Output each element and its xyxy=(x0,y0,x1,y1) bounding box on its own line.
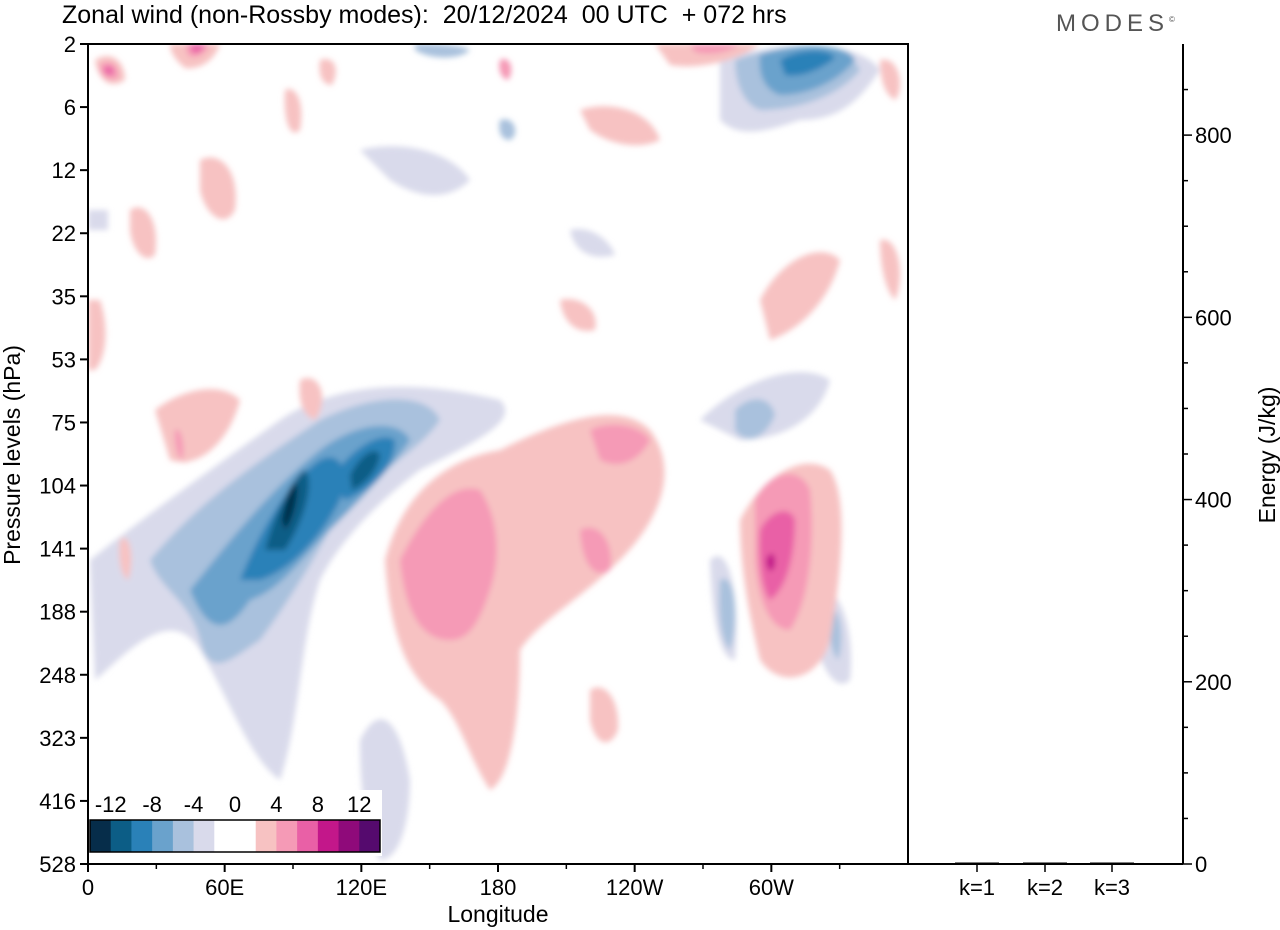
energy-bar xyxy=(1090,862,1134,864)
colorbar-label: -12 xyxy=(95,792,127,817)
energy-categories: k=1 k=2 k=3 xyxy=(959,864,1130,900)
colorbar-swatch xyxy=(131,820,153,852)
energy-tick-label: 200 xyxy=(1195,670,1232,695)
y-tick-label: 35 xyxy=(52,284,76,309)
colorbar-swatch xyxy=(276,820,298,852)
colorbar-swatch xyxy=(214,820,236,852)
colorbar: -12 -8 -4 0 4 8 12 xyxy=(88,790,382,856)
y-tick-label: 2 xyxy=(64,32,76,57)
colorbar-label: 4 xyxy=(270,792,282,817)
y-tick-label: 6 xyxy=(64,95,76,120)
x-axis-ticks: 0 60E 120E 180 120W 60W xyxy=(82,864,841,900)
energy-tick-label: 400 xyxy=(1195,488,1232,513)
colorbar-swatch xyxy=(152,820,174,852)
colorbar-label: 12 xyxy=(347,792,371,817)
colorbar-swatch xyxy=(193,820,215,852)
y-tick-label: 75 xyxy=(52,410,76,435)
y-tick-label: 22 xyxy=(52,221,76,246)
y-tick-label: 141 xyxy=(39,537,76,562)
y-tick-label: 188 xyxy=(39,600,76,625)
colorbar-swatch xyxy=(338,820,360,852)
y-tick-label: 53 xyxy=(52,347,76,372)
colorbar-label: 0 xyxy=(229,792,241,817)
y-tick-label: 323 xyxy=(39,726,76,751)
energy-bars xyxy=(955,862,1134,864)
colorbar-swatch xyxy=(297,820,319,852)
colorbar-swatch xyxy=(255,820,277,852)
energy-bar xyxy=(955,862,999,864)
colorbar-label: -8 xyxy=(142,792,162,817)
modes-logo: MODES© xyxy=(1056,10,1175,38)
energy-tick-label: 600 xyxy=(1195,305,1232,330)
y-tick-label: 248 xyxy=(39,663,76,688)
y-axis-label: Pressure levels (hPa) xyxy=(0,345,25,565)
energy-category-label: k=3 xyxy=(1094,875,1130,900)
x-tick-label: 0 xyxy=(82,875,94,900)
colorbar-label: 8 xyxy=(312,792,324,817)
x-tick-label: 180 xyxy=(480,875,517,900)
y-tick-label: 104 xyxy=(39,474,76,499)
energy-bar xyxy=(1023,862,1067,864)
x-tick-label: 60W xyxy=(749,875,794,900)
energy-category-label: k=2 xyxy=(1027,875,1063,900)
x-tick-label: 120E xyxy=(336,875,387,900)
energy-axis-ticks: 0 200 400 600 800 xyxy=(1183,88,1232,877)
energy-tick-label: 800 xyxy=(1195,123,1232,148)
logo-mark: © xyxy=(1169,15,1175,24)
logo-text: MODES xyxy=(1056,10,1170,37)
chart-title: Zonal wind (non-Rossby modes): 20/12/202… xyxy=(62,1,787,29)
x-tick-label: 120W xyxy=(606,875,664,900)
energy-tick-label: 0 xyxy=(1195,852,1207,877)
colorbar-swatch xyxy=(90,820,112,852)
y-axis-ticks: 2 6 12 22 35 53 75 104 141 188 248 323 416 528 xyxy=(39,32,88,877)
colorbar-frame xyxy=(89,819,381,853)
energy-axis-label: Energy (J/kg) xyxy=(1254,387,1280,524)
colorbar-swatch xyxy=(317,820,340,852)
x-tick-label: 60E xyxy=(205,875,244,900)
heatmap-field xyxy=(88,44,908,864)
y-tick-label: 528 xyxy=(39,852,76,877)
colorbar-swatch xyxy=(235,820,257,852)
colorbar-swatch xyxy=(110,820,132,852)
colorbar-swatch xyxy=(359,820,381,852)
x-axis-label: Longitude xyxy=(447,901,548,927)
y-tick-label: 12 xyxy=(52,158,76,183)
colorbar-swatch xyxy=(172,820,195,852)
y-tick-label: 416 xyxy=(39,789,76,814)
energy-category-label: k=1 xyxy=(959,875,995,900)
colorbar-label: -4 xyxy=(184,792,204,817)
